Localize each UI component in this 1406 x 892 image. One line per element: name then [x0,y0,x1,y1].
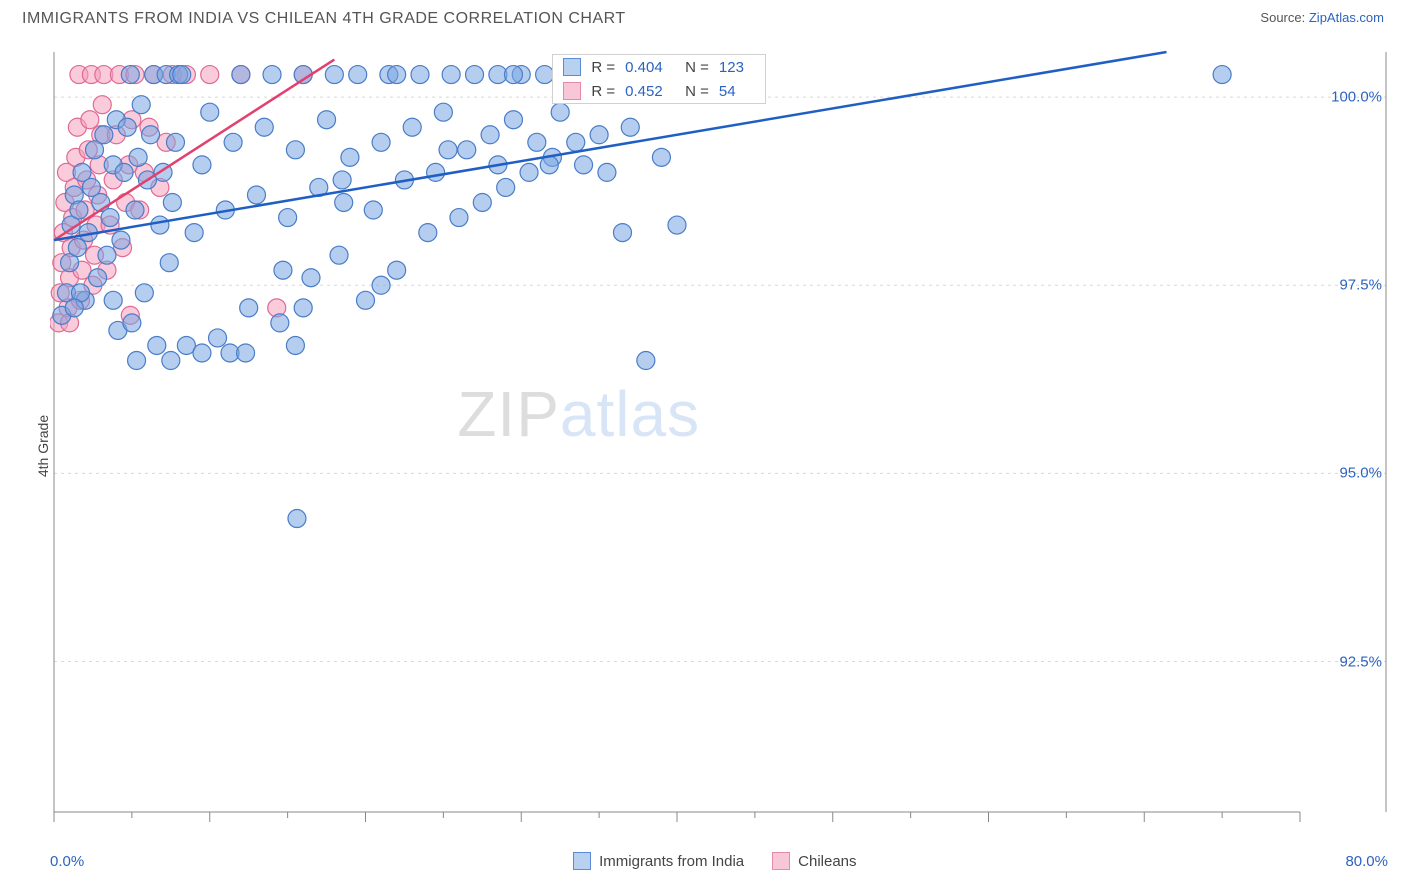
stat-n-label: N = [685,59,709,76]
stats-legend-row: R = 0.404 N = 123 [553,55,765,79]
chart-header: IMMIGRANTS FROM INDIA VS CHILEAN 4TH GRA… [0,0,1406,40]
legend-label: Immigrants from India [599,853,744,870]
y-tick-label: 95.0% [1339,465,1382,482]
stat-n-label: N = [685,83,709,100]
stats-legend: R = 0.404 N = 123 R = 0.452 N = 54 [552,54,766,104]
stat-r-label: R = [591,83,615,100]
bottom-legend: Immigrants from India Chileans [573,852,856,870]
chart-area: 92.5% 95.0% 97.5% 100.0% R = 0.404 N = 123 R = 0… [50,48,1388,832]
y-tick-label: 97.5% [1339,277,1382,294]
chart-source: Source: ZipAtlas.com [1260,10,1384,25]
legend-label: Chileans [798,853,856,870]
legend-item: Immigrants from India [573,852,744,870]
chart-title: IMMIGRANTS FROM INDIA VS CHILEAN 4TH GRA… [22,10,626,28]
stat-r-value: 0.452 [625,83,675,100]
source-label: Source: [1260,10,1305,25]
legend-swatch [563,82,581,100]
legend-swatch [563,58,581,76]
stat-n-value: 54 [719,83,755,100]
legend-item: Chileans [772,852,856,870]
stat-r-value: 0.404 [625,59,675,76]
stat-r-label: R = [591,59,615,76]
y-axis-label: 4th Grade [35,415,51,477]
source-value: ZipAtlas.com [1309,10,1384,25]
stat-n-value: 123 [719,59,755,76]
x-tick-max: 80.0% [1345,853,1388,870]
y-tick-label: 92.5% [1339,653,1382,670]
legend-swatch [772,852,790,870]
stats-legend-row: R = 0.452 N = 54 [553,79,765,103]
scatter-chart [50,48,1388,832]
x-axis-bar: 0.0% Immigrants from India Chileans 80.0% [50,840,1388,882]
x-tick-min: 0.0% [50,853,84,870]
legend-swatch [573,852,591,870]
y-tick-label: 100.0% [1331,89,1382,106]
